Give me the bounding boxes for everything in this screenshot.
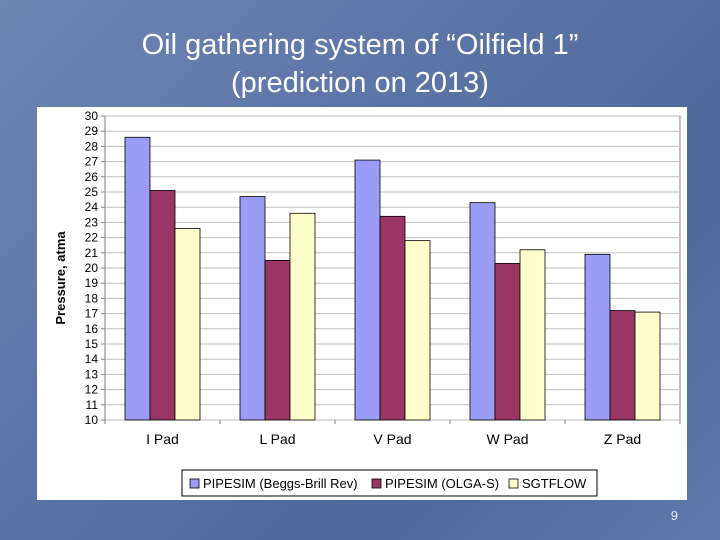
- bar-w-pad-series-2: [494, 263, 521, 421]
- slide-title-line-1: Oil gathering system of “Oilfield 1”: [141, 29, 579, 61]
- bar-l-pad-series-2: [264, 259, 291, 421]
- x-tick-label: L Pad: [259, 431, 295, 447]
- bar-w-pad-series-3: [519, 249, 546, 421]
- legend-swatch: [189, 478, 200, 489]
- bar-l-pad-series-3: [289, 212, 316, 421]
- bar-l-pad-series-1: [239, 196, 266, 421]
- chart-panel: 10 11 12 13 14 15 16 17 18 19 20 21 22 23 24 25 26 27 28 29…: [37, 107, 687, 500]
- legend-label: SGTFLOW: [522, 476, 587, 491]
- y-tick-label: 17: [85, 307, 99, 321]
- y-tick-label: 13: [85, 367, 99, 381]
- y-tick-label: 14: [85, 352, 99, 366]
- y-tick-label: 30: [85, 109, 99, 123]
- y-tick-label: 12: [85, 383, 99, 397]
- bar-z-pad-series-3: [634, 311, 661, 421]
- y-tick-label: 15: [85, 337, 99, 351]
- bar-v-pad-series-3: [404, 240, 431, 421]
- slide-title-line-2: (prediction on 2013): [231, 67, 489, 99]
- bar-v-pad-series-1: [354, 159, 381, 421]
- x-tick-label: I Pad: [146, 431, 179, 447]
- y-tick-label: 23: [85, 215, 99, 229]
- y-tick-label: 20: [85, 261, 99, 275]
- x-tick-label: Z Pad: [604, 431, 641, 447]
- slide-title: Oil gathering system of “Oilfield 1” (pr…: [0, 26, 720, 102]
- legend-swatch: [508, 478, 519, 489]
- y-tick-label: 22: [85, 231, 99, 245]
- bar-i-pad-series-2: [149, 190, 176, 421]
- page-number: 9: [670, 508, 678, 523]
- y-tick-label: 24: [85, 200, 99, 214]
- legend-box: [181, 469, 598, 497]
- legend: PIPESIM (Beggs-Brill Rev) PIPESIM (OLGA-S…: [181, 469, 598, 497]
- bar-z-pad-series-2: [609, 310, 636, 421]
- y-tick-label: 18: [85, 291, 99, 305]
- legend-label: PIPESIM (Beggs-Brill Rev): [203, 476, 358, 491]
- y-tick-label: 11: [86, 398, 99, 412]
- y-tick-label: 10: [85, 413, 99, 427]
- y-tick-label: 16: [85, 322, 99, 336]
- bar-z-pad-series-1: [584, 253, 611, 421]
- bar-w-pad-series-1: [469, 202, 496, 421]
- legend-label: PIPESIM (OLGA-S): [385, 476, 499, 491]
- y-tick-label: 28: [85, 139, 99, 153]
- y-tick-label: 19: [85, 276, 99, 290]
- y-axis-label: Pressure, atma: [53, 231, 68, 325]
- y-tick-label: 21: [85, 246, 99, 260]
- y-tick-label: 27: [85, 155, 99, 169]
- y-tick-label: 25: [85, 185, 99, 199]
- x-tick-label: V Pad: [373, 431, 411, 447]
- y-tick-label: 29: [85, 124, 99, 138]
- bar-i-pad-series-3: [174, 228, 201, 421]
- y-tick-label: 26: [85, 170, 99, 184]
- bar-i-pad-series-1: [124, 136, 151, 421]
- legend-swatch: [371, 478, 382, 489]
- bar-v-pad-series-2: [379, 215, 406, 421]
- x-tick-label: W Pad: [486, 431, 528, 447]
